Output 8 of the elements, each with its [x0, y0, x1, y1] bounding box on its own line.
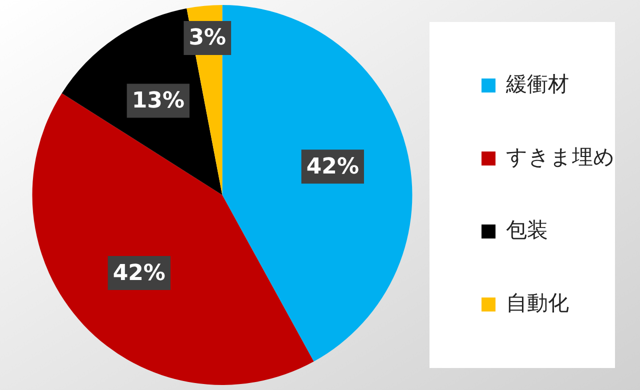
data-label: 3%: [188, 26, 226, 51]
legend-label: 包装: [506, 218, 548, 242]
legend-label: 緩衝材: [505, 72, 569, 96]
legend-label: 自動化: [506, 290, 569, 315]
data-label: 42%: [112, 260, 166, 286]
data-label: 13%: [132, 88, 185, 114]
data-label: 42%: [306, 154, 360, 180]
legend-label: すきま埋め: [506, 144, 615, 169]
